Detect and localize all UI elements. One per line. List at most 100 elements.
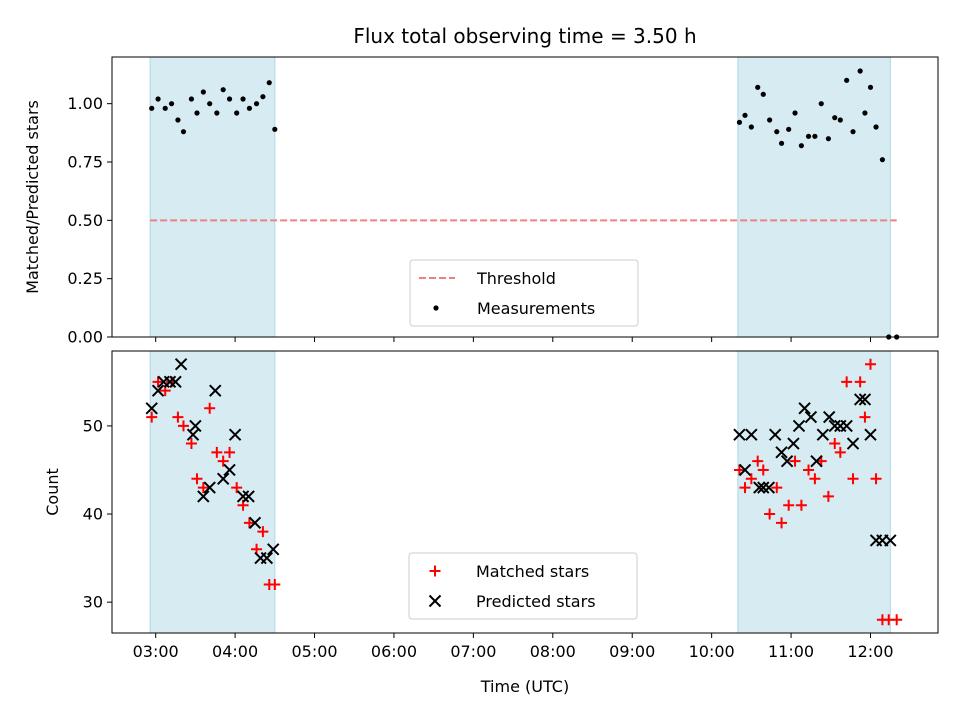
bottom-series-0-point-45 — [891, 614, 903, 626]
bottom-series-1-point-22 — [745, 428, 758, 441]
bottom-series-0-point-8 — [197, 482, 209, 494]
bottom-series-1-point-39 — [846, 437, 860, 450]
bottom-series-0-point-25 — [764, 508, 776, 520]
bottom-series-1-point-28 — [780, 454, 794, 468]
top-series-0-point-6 — [188, 96, 195, 102]
bottom-series-1-point-30 — [792, 419, 806, 433]
bottom-series-0-point-13 — [231, 482, 243, 494]
top-ytick-label-4: 1.00 — [67, 94, 103, 113]
bottom-series-1-point-38 — [840, 419, 853, 433]
bottom-series-1-point-9 — [203, 481, 216, 494]
bottom-series-1-point-35 — [822, 410, 836, 424]
top-series-0-point-8 — [200, 89, 206, 95]
bottom-series-0-point-26 — [771, 482, 783, 494]
bottom-series-1-point-23 — [753, 481, 766, 494]
top-ytick-label-1: 0.25 — [67, 269, 103, 288]
bottom-series-0-point-15 — [243, 517, 255, 529]
bottom-series-0-point-32 — [809, 473, 821, 485]
top-series-0-point-39 — [857, 68, 863, 74]
top-series-0-point-10 — [214, 110, 220, 116]
bottom-series-0-point-9 — [204, 402, 216, 414]
bottom-series-1-point-13 — [228, 428, 242, 441]
top-series-0-point-19 — [272, 126, 278, 132]
bottom-series-1-point-34 — [816, 428, 830, 441]
top-series-0-point-5 — [180, 129, 187, 135]
bottom-series-1-point-20 — [733, 428, 746, 441]
top-series-0-point-30 — [798, 143, 804, 149]
top-series-0-point-12 — [226, 96, 233, 102]
bottom-legend-marker-0 — [429, 565, 441, 577]
xtick-label-4: 07:00 — [450, 642, 496, 661]
bottom-series-1-point-12 — [223, 463, 236, 477]
bottom-legend-box — [408, 552, 638, 620]
top-series-0-point-23 — [755, 84, 761, 90]
top-series-0-point-17 — [260, 94, 266, 100]
xtick-label-7: 10:00 — [689, 642, 735, 661]
top-series-0-point-32 — [812, 133, 818, 139]
top-series-0-point-36 — [837, 117, 843, 123]
bottom-series-0-point-5 — [177, 420, 189, 432]
bottom-legend-label-0: Matched stars — [476, 562, 589, 581]
x-axis-label: Time (UTC) — [480, 677, 569, 696]
bottom-series-0-point-24 — [757, 464, 769, 476]
top-series-0-point-15 — [246, 105, 253, 111]
bottom-series-1-point-18 — [260, 551, 274, 565]
bottom-series-1-point-36 — [828, 419, 841, 433]
top-series-0-point-25 — [767, 117, 773, 123]
top-series-0-point-3 — [168, 101, 175, 107]
bottom-series-0-point-41 — [864, 358, 876, 370]
xtick-label-2: 05:00 — [291, 642, 337, 661]
bottom-series-1-point-7 — [189, 419, 202, 433]
top-shaded-interval-1 — [737, 56, 891, 338]
top-legend-marker-1 — [433, 305, 439, 311]
bottom-series-0-point-34 — [822, 490, 834, 502]
top-series-0-point-14 — [240, 96, 246, 102]
bottom-series-0-point-6 — [185, 438, 197, 450]
top-shaded-interval-0 — [149, 56, 276, 338]
bottom-legend-marker-1 — [428, 594, 442, 608]
bottom-series-0-point-40 — [859, 411, 871, 423]
bottom-series-1-point-10 — [209, 384, 222, 397]
bottom-series-0-point-12 — [224, 446, 236, 458]
xtick-label-3: 06:00 — [371, 642, 417, 661]
top-series-0-point-1 — [155, 96, 161, 102]
bottom-series-1-point-31 — [798, 402, 811, 415]
bottom-series-1-point-42 — [864, 428, 877, 441]
bottom-series-0-point-22 — [745, 473, 757, 485]
bottom-series-0-point-42 — [870, 473, 882, 485]
bottom-series-0-point-1 — [152, 376, 164, 388]
top-series-0-point-4 — [175, 117, 181, 123]
bottom-series-0-point-7 — [191, 473, 203, 485]
bottom-series-1-point-21 — [738, 463, 752, 477]
bottom-series-1-point-25 — [762, 481, 776, 494]
top-series-0-point-33 — [818, 101, 824, 107]
top-series-0-point-41 — [867, 84, 874, 90]
top-series-0-point-27 — [778, 140, 785, 146]
top-axes-frame — [111, 56, 939, 338]
top-series-0-point-26 — [774, 129, 780, 135]
top-series-0-point-31 — [805, 133, 812, 139]
bottom-series-1-point-27 — [775, 446, 788, 459]
bottom-series-1-point-32 — [804, 410, 818, 424]
top-series-0-point-29 — [792, 110, 798, 116]
bottom-series-1-point-15 — [242, 490, 255, 503]
bottom-series-0-point-35 — [829, 438, 841, 450]
xtick-label-9: 12:00 — [847, 642, 893, 661]
bottom-series-1-point-0 — [145, 402, 158, 415]
bottom-series-0-point-39 — [854, 376, 866, 388]
top-series-0-point-2 — [162, 105, 168, 111]
top-series-0-point-18 — [266, 80, 272, 86]
bottom-series-0-point-19 — [269, 579, 281, 591]
bottom-series-0-point-28 — [783, 499, 795, 511]
top-series-0-point-43 — [879, 157, 886, 163]
top-series-0-point-20 — [736, 119, 743, 125]
bottom-legend-label-1: Predicted stars — [476, 592, 596, 611]
bottom-series-0-point-27 — [776, 517, 788, 529]
bottom-series-1-point-6 — [186, 428, 200, 441]
bottom-series-1-point-8 — [197, 490, 210, 503]
bottom-series-1-point-40 — [853, 393, 867, 406]
bottom-series-0-point-31 — [803, 464, 815, 476]
bottom-series-0-point-30 — [795, 499, 807, 511]
bottom-series-1-point-24 — [757, 481, 770, 494]
